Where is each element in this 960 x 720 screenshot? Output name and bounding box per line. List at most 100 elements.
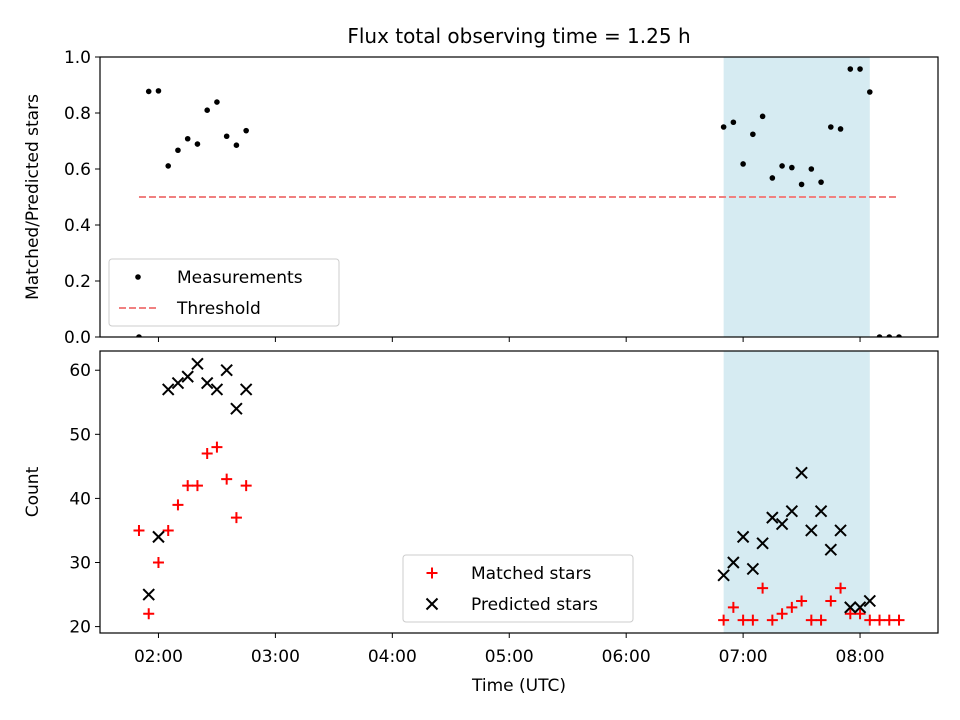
predicted-star-point [152,530,165,544]
measurement-point [789,164,795,171]
measurement-point [730,119,737,126]
legend: Measurements Threshold [108,258,340,327]
measurement-point [184,135,191,142]
predicted-star-point [775,517,789,531]
matched-star-point [786,601,798,613]
predicted-star-point [805,524,818,537]
measurement-point [818,179,824,185]
legend-label: Threshold [176,299,261,319]
predicted-star-point [230,402,243,415]
matched-star-point [883,614,895,626]
matched-star-point [211,441,223,453]
matched-star-point [133,524,145,536]
predicted-star-point [200,376,214,390]
predicted-star-point [171,376,185,390]
matched-star-point [844,608,856,620]
legend-item: Measurements [135,268,303,288]
legend-label: Matched stars [471,564,591,584]
predicted-star-point [853,601,867,614]
legend-dot-swatch [135,274,141,280]
y-tick-label: 1.0 [64,48,91,68]
bottom-panel: 20 30 40 50 60 02:00 03:00 04:00 05:00 06:00 07:00… [23,350,939,696]
predicted-star-point [746,562,760,576]
x-tick-label: 04:00 [368,647,417,667]
predicted-star-point [785,505,799,518]
matched-star-point [718,614,730,626]
measurement-point [876,334,883,337]
y-axis-label: Matched/Predicted stars [23,94,43,300]
matched-star-point [825,595,837,607]
measurement-point [828,124,834,130]
y-tick-label: 0.4 [64,216,91,236]
predicted-star-point [756,537,769,550]
matched-star-point [776,608,788,620]
matched-star-point [815,614,827,626]
legend-x-swatch [425,597,439,611]
measurement-point [175,147,181,154]
y-axis-label: Count [23,466,43,517]
measurement-point [136,334,142,337]
y-tick-label: 20 [69,618,91,638]
measurement-point [847,66,854,72]
measurement-point [243,127,249,134]
matched-star-point [240,480,252,492]
predicted-star-point [795,466,808,479]
axes-frame [99,56,939,338]
predicted-star-point [727,556,740,569]
measurement-point [857,66,863,72]
predicted-star-point [736,530,750,544]
predicted-star-point [162,383,175,396]
matched-star-point [747,614,759,626]
legend-item: Threshold [119,299,261,319]
matched-star-point [864,614,876,626]
series-measurements [136,66,902,337]
x-tick-label: 05:00 [485,647,534,667]
measurement-point [155,88,162,94]
x-tick-label: 02:00 [134,647,183,667]
measurement-point [759,113,766,120]
top-panel: 0.0 0.2 0.4 0.6 0.8 1.0 Flux total observing t… [23,24,939,348]
matched-star-point [162,524,174,536]
legend-plus-swatch [426,567,438,579]
predicted-star-point [824,543,838,556]
x-axis-label: Time (UTC) [471,676,566,696]
x-tick-label: 06:00 [602,647,651,667]
matched-star-point [201,448,213,460]
matched-star-point [893,614,905,626]
predicted-star-point [766,511,779,524]
predicted-star-point [191,357,204,371]
measurement-point [233,142,240,148]
measurement-point [145,88,152,95]
predicted-star-point [181,370,194,383]
x-tick-label: 08:00 [836,647,885,667]
measurement-point [866,89,873,95]
x-tick-label: 03:00 [251,647,300,667]
matched-star-point [230,512,242,524]
matched-star-point [221,473,233,485]
matched-star-point [835,582,847,594]
predicted-star-point [210,383,224,396]
matched-star-point [152,557,164,568]
x-tick-label: 07:00 [719,647,768,667]
matched-star-point [191,480,203,492]
legend-frame [108,258,340,327]
matched-star-point [757,582,769,594]
predicted-star-point [717,569,730,582]
measurement-point [769,175,776,181]
predicted-star-point [239,383,253,396]
measurement-point [214,99,220,105]
axes-frame [99,350,939,634]
matched-star-point [796,595,808,607]
measurement-point [837,126,844,132]
predicted-star-point [863,594,876,608]
measurement-point [896,334,902,337]
predicted-star-point [142,588,155,601]
legend: Matched stars Predicted stars [402,554,634,623]
legend-frame [402,554,634,623]
legend-label: Predicted stars [471,595,598,615]
legend-label: Measurements [177,268,303,288]
predicted-star-point [220,364,233,377]
measurement-point [165,163,172,169]
measurement-point [779,163,785,169]
